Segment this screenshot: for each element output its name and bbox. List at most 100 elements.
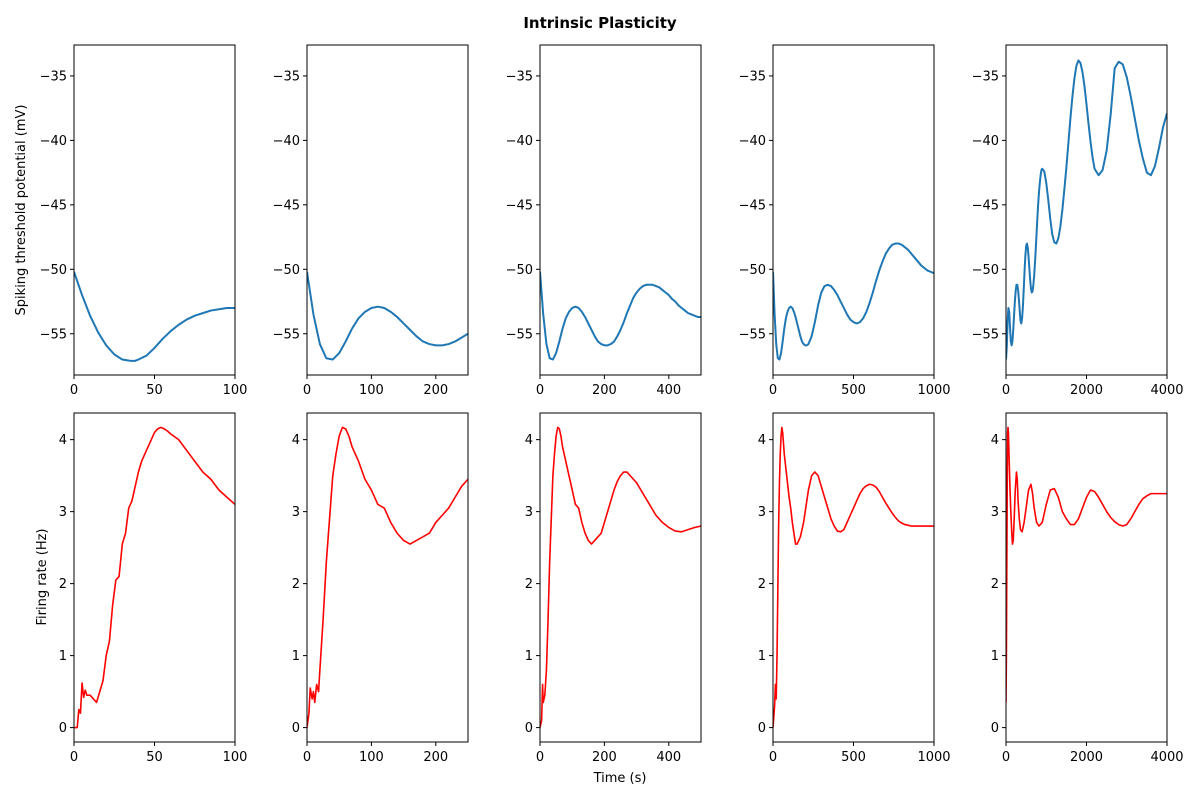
y-tick-label: −50 — [506, 263, 533, 278]
axes-frame — [539, 412, 702, 743]
y-tick-label: 1 — [292, 649, 300, 664]
x-tick-label: 0 — [1002, 750, 1010, 765]
x-tick-label: 0 — [769, 383, 777, 398]
y-tick-label: −40 — [506, 134, 533, 149]
x-tick-label: 0 — [303, 383, 311, 398]
y-tick-label: 2 — [292, 577, 300, 592]
panel-threshold-2: 0 100 200 −55 −50 −45 −40 −35 — [273, 44, 469, 398]
y-tick-label: −50 — [972, 263, 999, 278]
y-tick-label: 0 — [59, 721, 67, 736]
x-tick-label: 100 — [359, 383, 384, 398]
y-tick-label: −55 — [972, 327, 999, 342]
x-tick-label: 500 — [841, 383, 866, 398]
x-tick-label: 0 — [70, 750, 78, 765]
y-tick-label: 2 — [525, 577, 533, 592]
axes-frame — [306, 412, 469, 743]
y-axis-label-threshold: Spiking threshold potential (mV) — [14, 105, 29, 316]
x-tick-label: 400 — [656, 383, 681, 398]
axes-frame — [73, 44, 236, 376]
y-tick-label: −35 — [739, 69, 766, 84]
y-tick-label: 4 — [991, 433, 999, 448]
y-tick-label: −45 — [40, 198, 67, 213]
y-tick-label: 1 — [59, 649, 67, 664]
y-tick-label: −35 — [972, 69, 999, 84]
panel-rate-3: 0 200 400 0 1 2 3 4 — [525, 412, 702, 765]
panel-rate-2: 0 100 200 0 1 2 3 4 — [292, 412, 469, 765]
axes-frame — [539, 44, 702, 376]
threshold-series-line — [1006, 59, 1167, 360]
x-tick-label: 500 — [841, 750, 866, 765]
panel-threshold-5: 0 2000 4000 −55 −50 −45 −40 −35 — [972, 44, 1184, 398]
y-tick-label: −55 — [40, 327, 67, 342]
x-tick-label: 100 — [223, 383, 248, 398]
y-tick-label: 0 — [292, 721, 300, 736]
x-tick-label: 50 — [146, 383, 163, 398]
x-tick-label: 0 — [70, 383, 78, 398]
y-tick-label: 2 — [758, 577, 766, 592]
axes-frame — [306, 44, 469, 376]
y-tick-label: 3 — [59, 505, 67, 520]
y-tick-label: 4 — [758, 433, 766, 448]
y-tick-label: 4 — [59, 433, 67, 448]
threshold-series-line — [307, 271, 468, 361]
y-tick-label: 0 — [758, 721, 766, 736]
y-tick-label: −45 — [972, 198, 999, 213]
y-tick-label: −45 — [273, 198, 300, 213]
rate-series-line — [74, 426, 235, 729]
y-tick-label: −40 — [273, 134, 300, 149]
y-tick-label: −55 — [506, 327, 533, 342]
x-tick-label: 200 — [423, 383, 448, 398]
axes-frame — [73, 412, 236, 743]
x-tick-label: 1000 — [917, 750, 950, 765]
y-tick-label: 4 — [292, 433, 300, 448]
y-tick-label: −50 — [739, 263, 766, 278]
y-tick-label: 3 — [758, 505, 766, 520]
y-tick-label: −55 — [273, 327, 300, 342]
rate-series-line — [540, 426, 701, 728]
x-tick-label: 50 — [146, 750, 163, 765]
x-tick-label: 100 — [223, 750, 248, 765]
x-tick-label: 0 — [1002, 383, 1010, 398]
y-tick-label: 2 — [991, 577, 999, 592]
panel-rate-4: 0 500 1000 0 1 2 3 4 — [758, 412, 951, 765]
y-tick-label: −50 — [273, 263, 300, 278]
threshold-series-line — [773, 242, 934, 361]
y-tick-label: −50 — [40, 263, 67, 278]
y-tick-label: −40 — [739, 134, 766, 149]
y-tick-label: 1 — [525, 649, 533, 664]
x-tick-label: 100 — [359, 750, 384, 765]
rate-series-line — [773, 426, 934, 728]
rate-series-line — [307, 426, 468, 728]
panel-rate-5: 0 2000 4000 0 1 2 3 4 — [991, 412, 1184, 765]
x-tick-label: 4000 — [1150, 750, 1183, 765]
y-tick-label: 1 — [758, 649, 766, 664]
y-tick-label: −35 — [273, 69, 300, 84]
y-tick-label: 4 — [525, 433, 533, 448]
y-tick-label: 1 — [991, 649, 999, 664]
x-tick-label: 200 — [592, 750, 617, 765]
panel-threshold-1: 0 50 100 −55 −50 −45 −40 −35 — [40, 44, 248, 398]
y-tick-label: 3 — [292, 505, 300, 520]
axes-frame — [1005, 412, 1168, 743]
y-tick-label: 3 — [525, 505, 533, 520]
threshold-series-line — [540, 271, 701, 361]
x-tick-label: 1000 — [917, 383, 950, 398]
y-tick-label: 0 — [991, 721, 999, 736]
x-tick-label: 200 — [423, 750, 448, 765]
x-tick-label: 0 — [303, 750, 311, 765]
rate-series-line — [1006, 426, 1167, 703]
x-tick-label: 2000 — [1070, 383, 1103, 398]
threshold-series-line — [74, 271, 235, 362]
y-tick-label: 2 — [59, 577, 67, 592]
x-axis-label: Time (s) — [593, 771, 647, 786]
x-tick-label: 4000 — [1150, 383, 1183, 398]
x-tick-label: 0 — [536, 750, 544, 765]
y-tick-label: −45 — [739, 198, 766, 213]
x-tick-label: 0 — [769, 750, 777, 765]
x-tick-label: 2000 — [1070, 750, 1103, 765]
axes-frame — [772, 412, 935, 743]
axes-frame — [1005, 44, 1168, 376]
y-tick-label: 3 — [991, 505, 999, 520]
